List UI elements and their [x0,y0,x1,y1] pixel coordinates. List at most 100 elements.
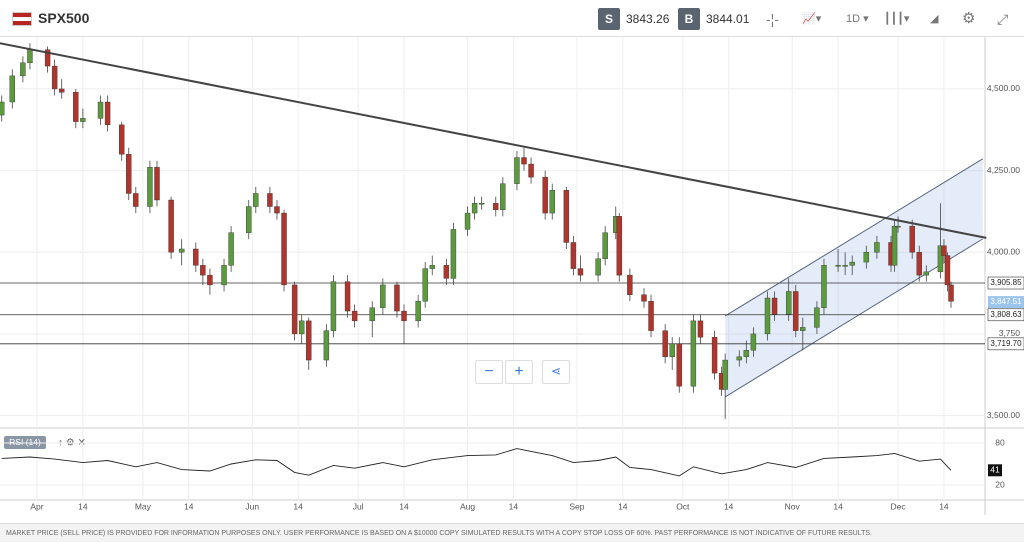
candle-body [118,124,125,155]
candle-body [323,330,330,361]
draw-tool[interactable]: ◢ [930,13,939,25]
candle-body [253,193,259,207]
candle-body [641,294,647,302]
sell-button[interactable]: S 3843.26 [598,8,675,30]
buy-button[interactable]: B 3844.01 [678,8,755,30]
y-tick-label: 3,750 [999,328,1021,338]
candle-body [874,242,880,253]
chart: Apr 14 May 14 Jun 14 Jul 14 Aug 14 Sep 14 Oct 14 Nov 14… [0,37,1024,515]
candle-body [842,265,848,267]
candle-body [126,154,132,194]
candle-body [281,212,287,286]
candle-body [20,62,26,77]
candle-body [73,92,79,122]
rsi-current-label: 41 [990,465,1000,475]
zoom-out[interactable]: − [475,360,503,384]
candle-body [549,189,555,214]
zoom-in[interactable]: + [505,360,533,384]
candle-body [59,88,65,93]
candle-body [464,212,471,230]
buy-key: B [678,8,700,30]
candle-body [228,232,234,266]
candle-body [616,216,622,276]
channel-fill [725,158,983,397]
candle-body [178,248,185,253]
candle-body [415,301,421,322]
candle-body [429,265,435,269]
x-tick-label: 14 [184,501,194,511]
candle-body [722,359,728,390]
candle-body [380,284,386,308]
candle-body [923,271,930,276]
current-price-label: 3,847.51 [990,297,1022,306]
candle-body [676,343,682,387]
y-tick-label: 4,000.00 [987,247,1020,257]
candle-body [500,183,506,210]
price-label-box [987,308,1024,322]
candle-body [44,49,51,67]
candle-body [207,274,213,286]
candle-body [493,203,499,210]
candle-body [863,252,870,263]
candle-body [595,258,601,276]
candle-body [168,199,174,253]
candle-body [0,101,5,116]
candle-body [267,193,273,207]
rsi-line [1,448,952,477]
x-tick-label: Jun [245,501,259,511]
price-label: 3,808.63 [990,310,1022,319]
candle-body [147,167,153,207]
candle-body [51,65,58,90]
candle-body [221,265,227,286]
buy-price: 3844.01 [706,12,750,26]
candle-body [104,101,111,126]
candle-body [736,356,742,361]
symbol: SPX500 [38,10,90,26]
candle-body [570,242,577,269]
header: SPX500 S 3843.26 B 3844.01 -¦- 📈▾ 1D ▾ ┃┃┃… [0,0,1024,37]
share[interactable]: ⋖ [542,360,570,384]
candle-body [369,307,375,322]
candle-body [937,245,944,273]
candle-body [563,189,570,243]
candle-body [246,206,252,233]
period-tool[interactable]: 1D ▾ [846,13,869,25]
y-tick-label: 4,500.00 [987,83,1020,93]
x-tick-label: Oct [676,501,690,511]
candle-body [800,327,806,331]
chart-type-tool[interactable]: 📈▾ [802,13,822,25]
candle-body [764,297,771,335]
candle-body [344,281,351,312]
channel-upper [724,158,984,317]
candle-body [330,281,337,331]
candle-body [528,163,534,178]
fullscreen-tool[interactable]: ⤢ [997,11,1009,27]
x-tick-label: 14 [78,501,88,511]
candle-body [771,297,778,315]
x-tick-label: Jul [353,501,364,511]
crosshair-tool[interactable]: -¦- [766,11,779,27]
candle-body [743,350,750,357]
x-tick-label: Dec [891,501,907,511]
y-tick-label: 3,500.00 [987,410,1020,420]
candle-body [944,255,951,286]
x-tick-label: 14 [399,501,409,511]
candle-body [697,320,704,338]
candle-body [891,225,898,266]
y-tick-label: 4,250.00 [987,165,1020,175]
candle-body [9,75,15,103]
candle-body [514,157,520,184]
candle-body [821,265,827,308]
price-label: 3,905.85 [990,278,1022,287]
settings-tool[interactable]: ⚙ [962,10,976,27]
candle-tool[interactable]: ┃┃┃▾ [884,13,910,25]
x-tick-label: 14 [939,501,949,511]
candle-body [909,225,915,253]
candle-body [602,232,608,259]
candle-body [291,284,298,335]
candle-body [895,225,901,228]
candle-body [814,307,820,328]
x-tick-label: 14 [509,501,519,511]
candle-body [577,268,584,276]
